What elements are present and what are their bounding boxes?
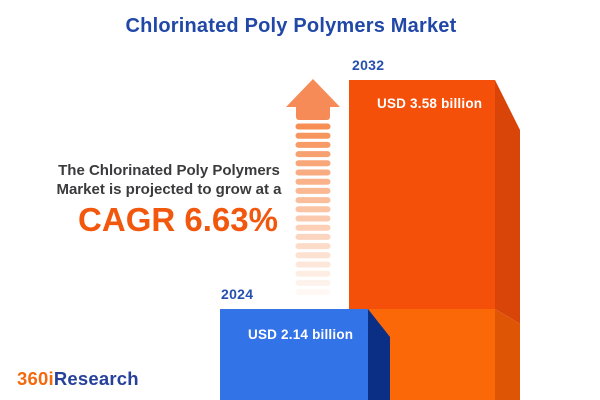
bar-2024-front: [220, 309, 368, 400]
year-label-2024: 2024: [221, 286, 254, 302]
annotation-line-2: Market is projected to grow at a: [56, 181, 282, 198]
bar-2032-side-upper: [495, 80, 520, 324]
cagr-value: CAGR 6.63%: [78, 201, 278, 238]
page-title: Chlorinated Poly Polymers Market: [125, 15, 457, 37]
year-label-2032: 2032: [352, 57, 385, 73]
bar-2024: [220, 309, 390, 400]
growth-arrow-icon: [286, 79, 340, 296]
bar-2024-side: [368, 309, 390, 400]
bar-value-2032: USD 3.58 billion: [377, 96, 483, 111]
annotation-line-1: The Chlorinated Poly Polymers: [58, 162, 280, 179]
bar-2032-front-upper: [349, 80, 495, 309]
arrow-head: [286, 79, 340, 107]
brand-logo[interactable]: 360iResearch: [17, 368, 139, 390]
bar-value-2024: USD 2.14 billion: [248, 327, 354, 342]
annotation-block: The Chlorinated Poly Polymers Market is …: [34, 161, 304, 238]
bar-2032: [349, 80, 520, 400]
arrow-head-stub: [296, 103, 330, 120]
arrow-stripes: [295, 123, 331, 296]
bar-2032-side-lower: [495, 309, 520, 400]
brand-logo-part2: Research: [53, 368, 139, 389]
brand-logo-part1: 360i: [17, 368, 54, 389]
